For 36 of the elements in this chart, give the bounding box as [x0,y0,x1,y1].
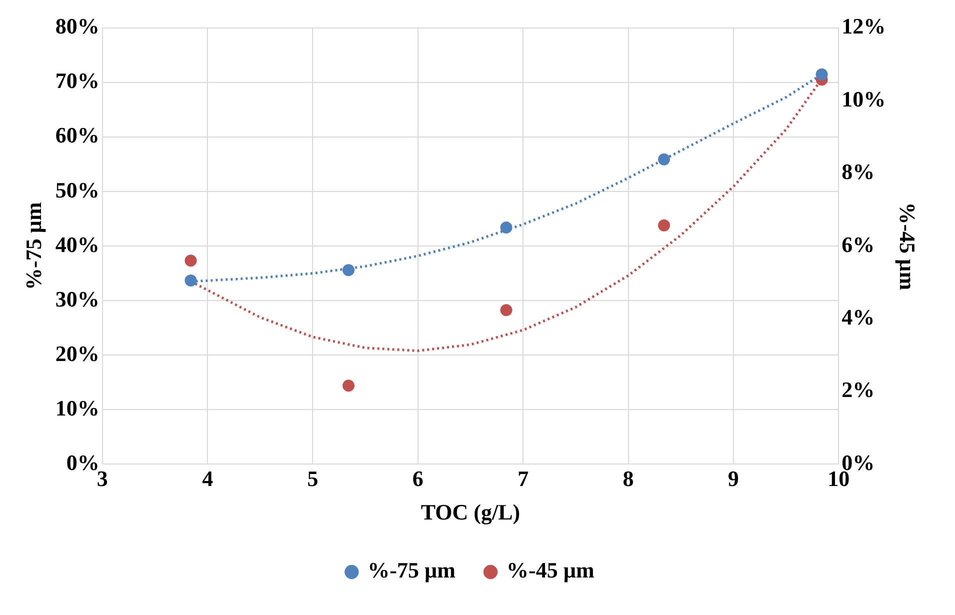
point [342,264,354,276]
y2-tick-label: 12% [842,14,886,39]
x-tick-label: 3 [96,466,108,492]
point [184,274,197,286]
legend-label: %-75 µm [368,558,456,583]
x-tick-label: 5 [307,466,318,492]
y2-tick-label: 8% [842,159,875,184]
x-axis-title: TOC (g/L) [420,499,520,524]
y-tick-label: 80% [55,14,100,39]
y-tick-label: 20% [55,340,100,366]
point [184,254,197,267]
x-tick-label: 6 [412,466,424,492]
y-tick-label: 0% [66,450,100,475]
y2-tick-label: 2% [842,377,875,402]
y-tick-label: 50% [55,177,100,202]
legend-label: %-45 µm [506,558,594,583]
point [500,304,512,316]
y-tick-label: 10% [55,395,100,420]
y-tick-label: 30% [55,286,100,312]
y2-tick-label: 4% [842,304,875,330]
x-tick-label: 4 [202,466,214,492]
y2-axis-title: %-45 µm [895,202,920,290]
y-tick-label: 60% [55,122,100,148]
y-tick-label: 70% [55,68,100,94]
point [816,68,828,80]
point [342,380,354,392]
point [658,219,670,232]
y-tick-label: 40% [55,232,100,257]
x-tick-label: 9 [728,466,739,492]
point [500,222,512,234]
x-tick-label: 7 [518,466,529,492]
y2-tick-label: 10% [842,86,886,112]
y2-tick-label: 6% [842,232,875,257]
y-axis-title: %-75 µm [20,202,46,290]
point [658,153,670,166]
x-tick-label: 8 [622,466,634,492]
